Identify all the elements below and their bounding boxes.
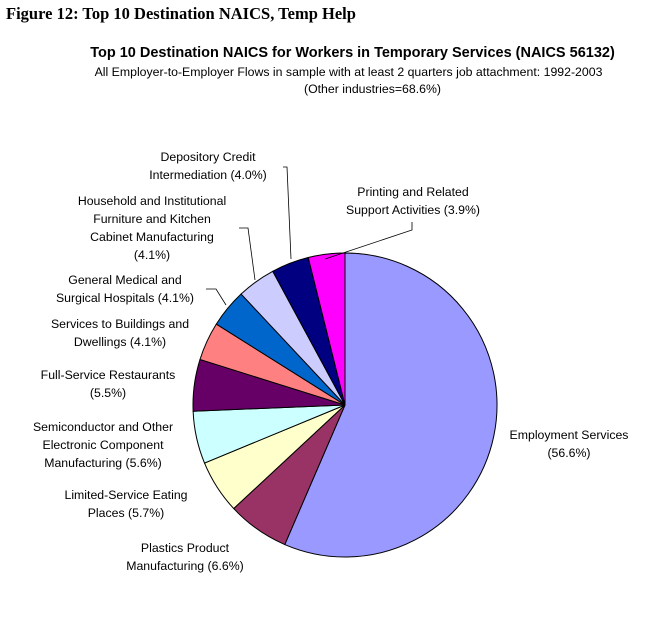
leader-line-depository bbox=[283, 166, 292, 260]
slice-label-line: Furniture and Kitchen bbox=[93, 212, 211, 226]
slice-label-line: Household and Institutional bbox=[77, 194, 227, 208]
leader-line-printing bbox=[324, 222, 413, 260]
slice-label-line: Plastics Product bbox=[140, 541, 230, 555]
leader-lines bbox=[206, 166, 413, 306]
slice-label: Services to Buildings and Dwellings (4.1%… bbox=[51, 315, 189, 351]
slice-label-line: Semiconductor and Other bbox=[32, 420, 174, 434]
slice-label-line: Manufacturing (6.6%) bbox=[126, 559, 244, 573]
slice-label-line: Printing and Related bbox=[357, 185, 469, 199]
slice-label-line: Full-Service Restaurants bbox=[40, 368, 176, 382]
chart-title: Top 10 Destination NAICS for Workers in … bbox=[90, 45, 615, 61]
slice-label-line: Surgical Hospitals (4.1%) bbox=[55, 291, 195, 305]
slice-label-line: Employment Services bbox=[509, 428, 629, 442]
slice-label: Employment Services (56.6%) bbox=[510, 426, 629, 462]
slice-label-line: Intermediation (4.0%) bbox=[149, 168, 267, 182]
leader-line-medical bbox=[206, 288, 227, 306]
slice-label-line: (5.5%) bbox=[89, 386, 127, 400]
slice-label: Printing and Related Support Activities (… bbox=[346, 183, 480, 219]
chart-note: (Other industries=68.6%) bbox=[303, 82, 442, 96]
chart-subtitle: All Employer-to-Employer Flows in sample… bbox=[94, 65, 603, 79]
slice-label: Depository Credit Intermediation (4.0%) bbox=[149, 148, 267, 184]
slice-label: Limited-Service Eating Places (5.7%) bbox=[64, 486, 187, 522]
figure-caption: Figure 12: Top 10 Destination NAICS, Tem… bbox=[6, 4, 356, 23]
slice-label-line: Support Activities (3.9%) bbox=[346, 203, 480, 217]
slice-label-line: Manufacturing (5.6%) bbox=[44, 456, 162, 470]
slice-label-line: Cabinet Manufacturing bbox=[90, 230, 214, 244]
slice-label-line: Dwellings (4.1%) bbox=[73, 335, 167, 349]
pie-slice-9 bbox=[307, 252, 346, 406]
slice-label-line: (4.1%) bbox=[133, 248, 171, 262]
slice-label-line: Services to Buildings and bbox=[50, 317, 190, 331]
slice-label: Semiconductor and Other Electronic Compon… bbox=[33, 418, 173, 472]
slice-label-line: Electronic Component bbox=[42, 438, 164, 452]
slice-label-line: (56.6%) bbox=[547, 446, 591, 460]
slice-label: Plastics Product Manufacturing (6.6%) bbox=[126, 539, 244, 575]
pie-slice-0 bbox=[284, 252, 498, 558]
slice-label: General Medical and Surgical Hospitals (4… bbox=[56, 271, 194, 307]
slice-label: Household and Institutional Furniture and… bbox=[78, 192, 226, 264]
slice-label-line: Places (5.7%) bbox=[87, 506, 165, 520]
slice-label: Full-Service Restaurants (5.5%) bbox=[41, 366, 176, 402]
slice-label-line: Depository Credit bbox=[160, 150, 256, 164]
slice-label-line: Limited-Service Eating bbox=[64, 488, 188, 502]
leader-line-household bbox=[239, 227, 256, 281]
slice-label-line: General Medical and bbox=[68, 273, 182, 287]
